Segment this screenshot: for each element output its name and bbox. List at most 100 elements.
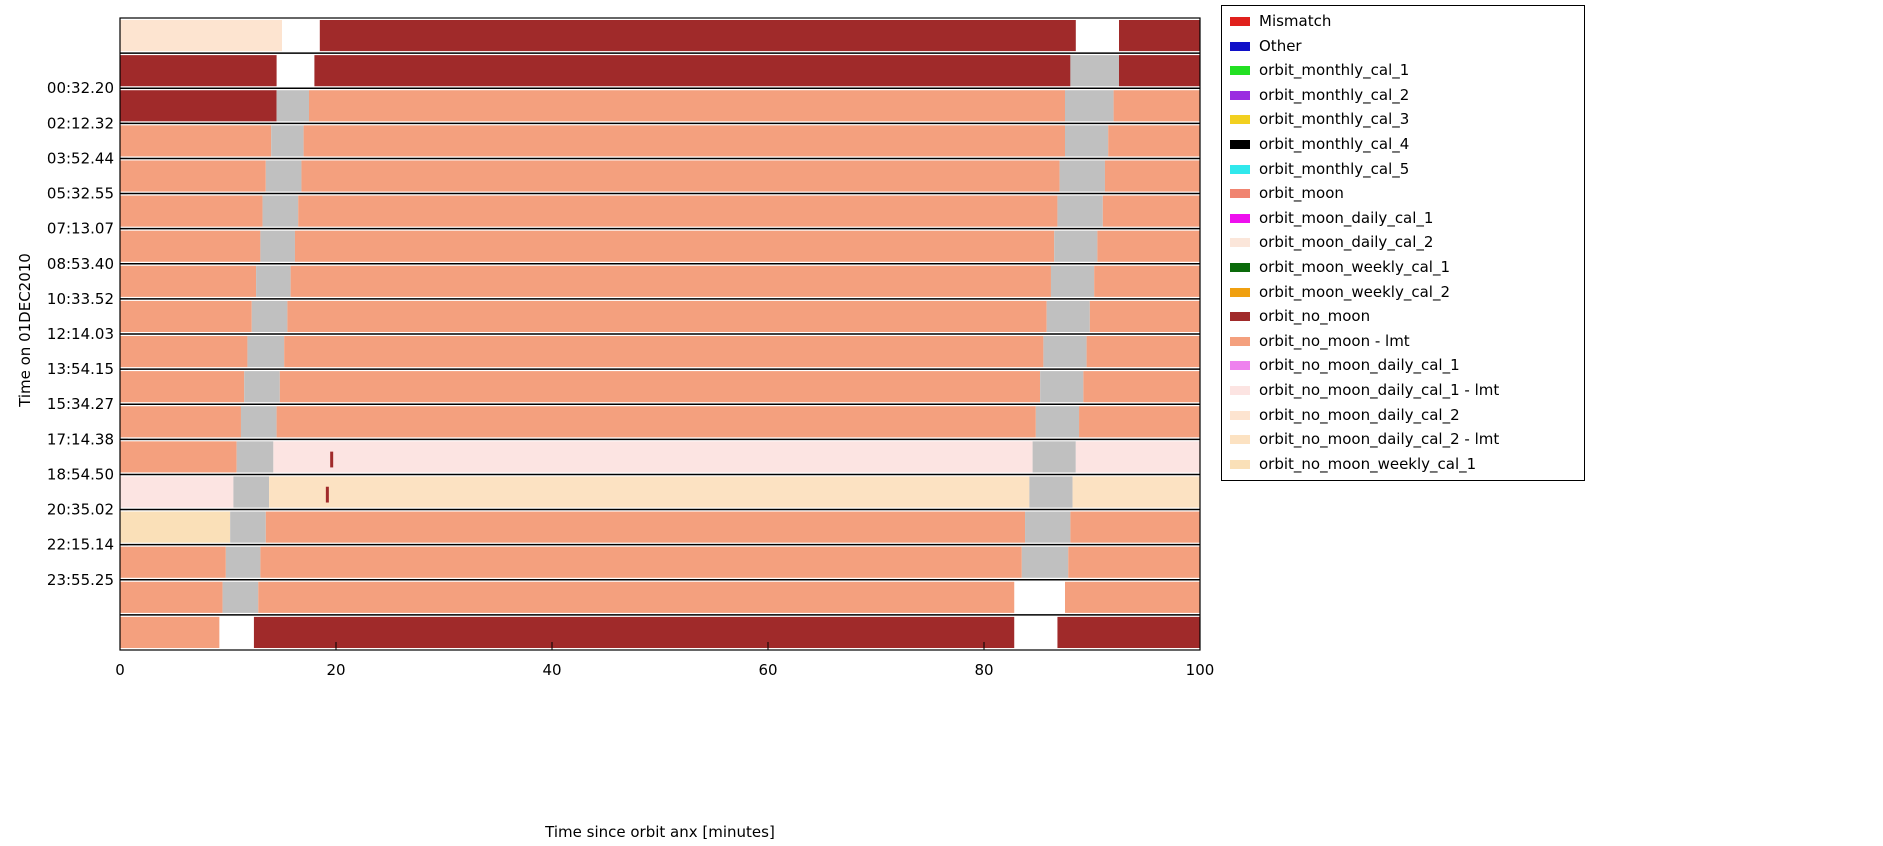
bar-segment — [294, 230, 1055, 262]
x-tick-label: 60 — [758, 661, 777, 679]
legend-label: orbit_no_moon_daily_cal_1 — [1259, 356, 1460, 375]
bar-segment — [253, 616, 1015, 648]
y-tick-label: 02:12.32 — [47, 114, 114, 132]
y-axis-label: Time on 01DEC2010 — [16, 253, 34, 408]
legend-label: orbit_monthly_cal_1 — [1259, 61, 1410, 80]
bar-segment — [120, 20, 282, 52]
legend-item: Other — [1222, 35, 1584, 59]
bar-segment — [1119, 55, 1200, 87]
bar-segment — [120, 90, 277, 122]
bar-segment — [1057, 616, 1200, 648]
bar-segment — [290, 265, 1051, 297]
legend-item: orbit_monthly_cal_1 — [1222, 59, 1584, 83]
bar-segment — [120, 371, 245, 403]
bar-segment — [1108, 125, 1200, 157]
legend-label: orbit_no_moon_daily_cal_2 — [1259, 405, 1460, 424]
legend-label: orbit_moon_weekly_cal_1 — [1259, 258, 1450, 276]
y-tick-label: 10:33.52 — [47, 290, 114, 308]
bar-segment — [120, 441, 237, 473]
bar-segment — [1025, 511, 1071, 543]
legend-item: orbit_moon — [1222, 182, 1584, 206]
x-tick-label: 20 — [326, 661, 345, 679]
bar-segment — [1043, 336, 1087, 368]
bar-segment — [240, 406, 277, 438]
bar-segment — [1075, 441, 1200, 473]
legend-swatch — [1230, 263, 1250, 272]
x-axis-label: Time since orbit anx [minutes] — [544, 823, 775, 841]
bar-segment — [1057, 195, 1103, 227]
bar-segment — [265, 511, 1026, 543]
y-tick-label: 17:14.38 — [47, 430, 114, 448]
legend-swatch — [1230, 213, 1250, 223]
bar-segment — [1065, 90, 1114, 122]
legend-label: Mismatch — [1259, 12, 1332, 30]
legend-swatch — [1230, 164, 1250, 174]
bar-segment — [309, 90, 1065, 122]
y-tick-label: 12:14.03 — [47, 325, 114, 343]
bar-segment — [120, 546, 226, 578]
legend-item: orbit_no_moon_daily_cal_2 - lmt — [1222, 428, 1584, 452]
bar-segment — [247, 336, 285, 368]
bar-segment — [1079, 406, 1200, 438]
bar-segment — [1035, 406, 1080, 438]
bar-segment — [120, 581, 223, 613]
bar-segment — [225, 546, 261, 578]
x-tick-label: 100 — [1186, 661, 1215, 679]
legend-label: orbit_no_moon_daily_cal_1 - lmt — [1259, 381, 1500, 399]
bar-segment — [120, 511, 231, 543]
bar-segment — [120, 230, 261, 262]
legend-label: orbit_monthly_cal_4 — [1259, 135, 1410, 153]
chart-plot: 00:32.20 02:12.32 03:52.44 05:32.55 07:13.07… — [16, 17, 1215, 841]
bar-segment — [1054, 230, 1098, 262]
legend-item: orbit_moon_weekly_cal_1 — [1222, 256, 1584, 280]
legend-swatch — [1230, 410, 1250, 420]
legend-item: orbit_no_moon — [1222, 305, 1584, 329]
legend-swatch — [1230, 361, 1250, 371]
bar-segment — [269, 476, 1030, 508]
bar-segment — [1068, 546, 1200, 578]
legend-swatch — [1230, 386, 1250, 395]
bar-segment — [1119, 20, 1200, 52]
y-tick-label: 07:13.07 — [47, 220, 114, 238]
legend-item: orbit_moon_daily_cal_2 — [1222, 231, 1584, 255]
bar-segment — [1046, 300, 1090, 332]
marker-point — [325, 486, 329, 503]
legend-swatch — [1230, 140, 1250, 149]
bar-segment — [390, 20, 1076, 52]
bar-segment — [273, 441, 1033, 473]
bar-segment — [1086, 336, 1200, 368]
bar-segment — [1097, 230, 1200, 262]
legend-item: orbit_moon_daily_cal_1 — [1222, 207, 1584, 231]
bar-segment — [120, 265, 257, 297]
bar-segment — [1113, 90, 1200, 122]
marker-point — [330, 451, 334, 468]
bar-segment — [1104, 160, 1200, 192]
legend-label: orbit_no_moon - lmt — [1259, 331, 1410, 350]
bars-layer — [120, 20, 1200, 648]
bar-segment — [298, 195, 1058, 227]
legend-swatch — [1230, 312, 1250, 322]
bar-segment — [1065, 581, 1200, 613]
bar-segment — [236, 441, 274, 473]
legend-label: orbit_monthly_cal_2 — [1259, 85, 1410, 104]
bar-segment — [1021, 546, 1069, 578]
bar-segment — [301, 160, 1060, 192]
bar-segment — [1089, 300, 1200, 332]
y-tick-label: 20:35.02 — [47, 501, 114, 519]
x-tick-label: 0 — [115, 661, 125, 679]
bar-segment — [1065, 125, 1109, 157]
legend-item: orbit_no_moon_daily_cal_1 — [1222, 354, 1584, 378]
bar-segment — [276, 90, 309, 122]
legend-item: orbit_moon_weekly_cal_2 — [1222, 281, 1584, 305]
bar-segment — [120, 300, 252, 332]
bar-segment — [256, 265, 291, 297]
y-tick-label: 03:52.44 — [47, 149, 114, 167]
bar-segment — [276, 406, 1036, 438]
chart-legend: Mismatch Other orbit_monthly_cal_1 orbit_mo… — [1221, 5, 1585, 481]
bar-segment — [262, 195, 299, 227]
legend-swatch — [1230, 459, 1250, 469]
bar-segment — [319, 20, 390, 52]
legend-label: orbit_no_moon — [1259, 307, 1371, 326]
legend-swatch — [1230, 336, 1250, 346]
bar-segment — [120, 336, 248, 368]
